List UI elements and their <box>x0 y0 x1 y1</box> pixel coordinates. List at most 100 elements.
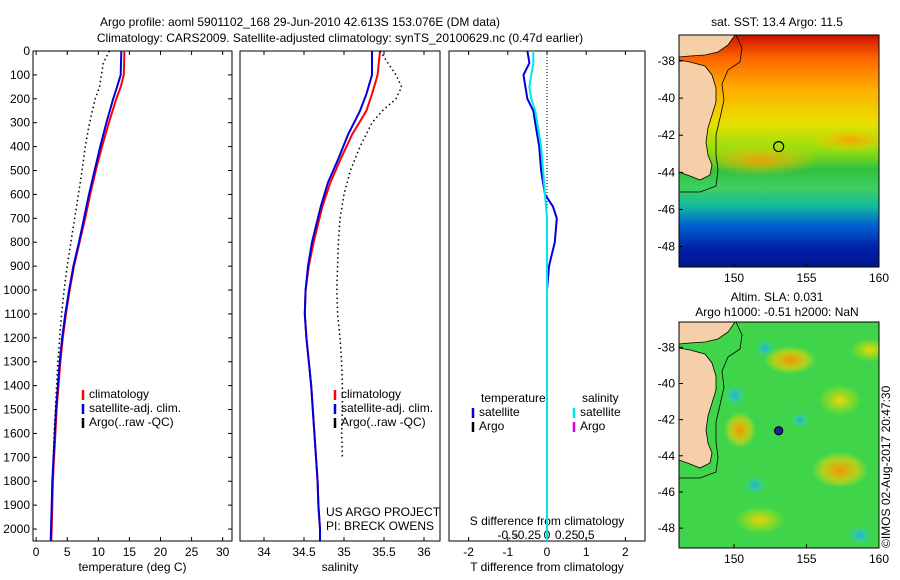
x-tick-label: 15 <box>123 545 137 559</box>
salinity-axes-frame <box>239 50 441 542</box>
y-tick-label: 1800 <box>3 474 30 488</box>
x-tick-label-S: 0.25 <box>555 528 579 542</box>
x-tick-label-T: -2 <box>463 545 474 559</box>
y-tick-label: 600 <box>10 187 30 201</box>
series-satellite-adj-clim <box>303 51 373 541</box>
map-y-tick-label: -48 <box>658 240 676 254</box>
sst-shelf-contour <box>679 35 743 193</box>
x-tick-label: 35 <box>337 545 351 559</box>
sla-eddy <box>723 383 747 407</box>
sst-warm-patch <box>810 128 879 152</box>
map-y-tick-label: -44 <box>658 449 676 463</box>
legend-label: climatology <box>341 387 401 401</box>
legend-temperature-label: satellite <box>479 405 520 419</box>
y-tick-label: 1300 <box>3 355 30 369</box>
y-tick-label: 100 <box>10 68 30 82</box>
y-tick-label: 500 <box>10 164 30 178</box>
series-argo-raw-qc <box>336 50 403 458</box>
map-x-tick-label: 150 <box>724 271 744 285</box>
sla-map-title-line-1: Altim. SLA: 0.031 <box>731 290 824 304</box>
x-tick-label: 34 <box>257 545 271 559</box>
x-tick-label: 0 <box>33 545 40 559</box>
sla-eddy <box>734 506 786 534</box>
y-tick-label: 200 <box>10 92 30 106</box>
map-y-tick-label: -38 <box>658 54 676 68</box>
x-tick-label: 34.5 <box>292 545 316 559</box>
x-axis-label: salinity <box>322 560 359 574</box>
sla-eddy <box>850 338 879 362</box>
map-y-tick-label: -48 <box>658 521 676 535</box>
map-y-tick-label: -40 <box>658 91 676 105</box>
sst-argo-location-marker <box>773 141 785 153</box>
sla-land-mainland <box>679 322 736 345</box>
pi-annotation: US ARGO PROJECT <box>326 505 441 519</box>
legend-temperature-label: temperature <box>481 391 546 405</box>
sst-map-frame <box>678 34 880 268</box>
y-tick-label: 300 <box>10 116 30 130</box>
y-tick-label: 1000 <box>3 283 30 297</box>
sla-eddy <box>724 412 756 448</box>
map-y-tick-label: -38 <box>658 340 676 354</box>
map-y-tick-label: -44 <box>658 165 676 179</box>
x-axis-label: temperature (deg C) <box>78 560 186 574</box>
sst-map: 150 155 160 -38 -40 -42 -44 -46 -48 <box>658 34 890 285</box>
sla-eddy <box>755 338 775 358</box>
map-x-tick-label: 150 <box>724 552 744 566</box>
series-satellite-adj-clim <box>49 50 123 542</box>
figure-title-line-1: Argo profile: aoml 5901102_168 29-Jun-20… <box>100 15 500 29</box>
sla-map-title-line-2: Argo h1000: -0.51 h2000: NaN <box>695 305 858 319</box>
legend-label: climatology <box>89 387 149 401</box>
x-tick-label: 36 <box>417 545 431 559</box>
series-salinity-satellite <box>528 51 548 541</box>
map-x-tick-label: 155 <box>797 271 817 285</box>
temperature-panel: 0100200300400500600700800900100011001200… <box>3 44 233 574</box>
legend-salinity-label: salinity <box>582 391 619 405</box>
y-tick-label: 1600 <box>3 426 30 440</box>
sst-warm-tongue <box>700 144 820 176</box>
legend-salinity-label: Argo <box>580 419 606 433</box>
sla-map-frame <box>678 321 880 549</box>
sst-map-title: sat. SST: 13.4 Argo: 11.5 <box>711 15 843 29</box>
sla-eddy <box>846 525 874 545</box>
legend-salinity-label: satellite <box>580 405 621 419</box>
y-tick-label: 1400 <box>3 379 30 393</box>
series-temperature-satellite <box>522 50 558 541</box>
map-y-tick-label: -42 <box>658 413 676 427</box>
sla-eddy <box>764 346 816 374</box>
sla-shelf-contour <box>679 322 743 479</box>
legend-temperature-label: Argo <box>479 419 505 433</box>
map-x-tick-label: 160 <box>869 271 889 285</box>
y-tick-label: 1500 <box>3 403 30 417</box>
sst-land-tasmania <box>679 59 717 181</box>
map-x-tick-label: 160 <box>869 552 889 566</box>
legend-label: Argo(..raw -QC) <box>341 415 426 429</box>
sla-argo-location-marker <box>774 426 784 436</box>
legend-label: satellite-adj. clim. <box>89 401 181 415</box>
sla-map-ticks: 150 155 160 -38 -40 -42 -44 -46 -48 <box>658 340 890 566</box>
series-climatology <box>50 50 126 542</box>
y-tick-label: 800 <box>10 235 30 249</box>
y-tick-label: 2000 <box>3 522 30 536</box>
sst-map-ticks: 150 155 160 -38 -40 -42 -44 -46 -48 <box>658 54 890 285</box>
sla-eddy <box>818 384 862 416</box>
x-tick-label-S: 0.5 <box>578 528 595 542</box>
figure-title-line-2: Climatology: CARS2009. Satellite-adjuste… <box>97 31 583 45</box>
salinity-panel: 34 34.5 35 35.5 36 salinity climatologysatelli… <box>239 50 441 574</box>
x-tick-label-S: -0.25 <box>514 528 542 542</box>
map-y-tick-label: -40 <box>658 376 676 390</box>
x-tick-label: 10 <box>92 545 106 559</box>
x-tick-label-T: 2 <box>622 545 629 559</box>
y-tick-label: 400 <box>10 140 30 154</box>
x-tick-label-T: 0 <box>544 545 551 559</box>
x-axis-label: T difference from climatology <box>470 560 624 574</box>
sla-map: 150 155 160 -38 -40 -42 -44 -46 -48 <box>658 321 890 566</box>
x-tick-label-S: -0.5 <box>497 528 518 542</box>
x-tick-label: 25 <box>185 545 199 559</box>
sla-eddy <box>790 411 810 429</box>
legend-label: Argo(..raw -QC) <box>89 415 174 429</box>
imos-timestamp: ©IMOS 02-Aug-2017 20:47:30 <box>879 385 893 548</box>
y-tick-label: 1200 <box>3 331 30 345</box>
y-tick-label: 1900 <box>3 498 30 512</box>
y-tick-label: 1700 <box>3 450 30 464</box>
y-tick-label: 900 <box>10 259 30 273</box>
